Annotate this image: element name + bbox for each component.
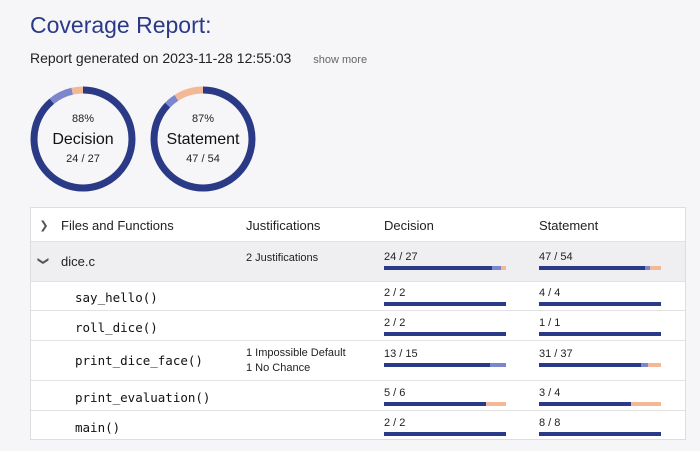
function-statement-value: 1 / 1 — [539, 317, 561, 329]
function-decision-bar — [384, 302, 506, 306]
chevron-right-icon[interactable]: ❯ — [39, 219, 49, 232]
bar-segment-covered — [539, 332, 661, 336]
bar-segment-covered — [384, 266, 493, 270]
bar-segment-covered — [539, 266, 646, 270]
function-row[interactable]: print_evaluation() 5 / 6 3 / 4 — [31, 381, 685, 411]
decision-gauge: 88% Decision 24 / 27 — [30, 86, 136, 192]
function-statement-bar — [539, 402, 661, 406]
function-statement: 31 / 37 — [539, 348, 661, 367]
function-name[interactable]: main() — [75, 420, 121, 435]
function-name[interactable]: roll_dice() — [75, 320, 158, 335]
function-decision-value: 2 / 2 — [384, 317, 406, 329]
function-statement-value: 8 / 8 — [539, 417, 561, 429]
file-decision-bar — [384, 266, 506, 270]
chevron-down-icon[interactable]: ❯ — [37, 256, 50, 266]
function-name[interactable]: say_hello() — [75, 290, 158, 305]
decision-gauge-ring — [30, 86, 136, 192]
function-row[interactable]: say_hello() 2 / 2 4 / 4 — [31, 282, 685, 311]
bar-segment-uncovered — [501, 266, 506, 270]
statement-gauge-percent: 87% — [191, 113, 215, 125]
function-decision-bar — [384, 363, 506, 367]
statement-gauge-label: Statement — [166, 131, 240, 148]
file-statement-value: 47 / 54 — [539, 251, 573, 263]
function-row[interactable]: main() 2 / 2 8 / 8 — [31, 411, 685, 440]
function-row[interactable]: print_dice_face() 1 Impossible Default 1… — [31, 341, 685, 381]
file-row-dice-c[interactable]: ❯ dice.c 2 Justifications 24 / 27 47 / 5… — [31, 242, 685, 282]
function-statement-bar — [539, 363, 661, 367]
bar-segment-justified — [645, 266, 650, 270]
function-decision: 5 / 6 — [384, 387, 506, 406]
function-decision-bar — [384, 432, 506, 436]
function-statement-value: 4 / 4 — [539, 287, 561, 299]
bar-segment-covered — [384, 432, 506, 436]
function-justifications: 1 Impossible Default 1 No Chance — [246, 346, 346, 376]
bar-segment-covered — [539, 402, 631, 406]
function-statement: 3 / 4 — [539, 387, 661, 406]
function-decision-value: 13 / 15 — [384, 348, 418, 360]
bar-segment-uncovered — [630, 402, 661, 406]
function-decision: 2 / 2 — [384, 287, 506, 306]
function-statement-value: 31 / 37 — [539, 348, 573, 360]
function-name[interactable]: print_dice_face() — [75, 353, 203, 368]
function-statement-bar — [539, 302, 661, 306]
show-more-link[interactable]: show more — [313, 54, 368, 66]
bar-segment-covered — [384, 332, 506, 336]
bar-segment-justified — [492, 266, 502, 270]
file-name[interactable]: dice.c — [61, 254, 95, 269]
decision-gauge-label: Decision — [52, 131, 114, 148]
bar-segment-uncovered — [649, 266, 661, 270]
function-statement: 1 / 1 — [539, 317, 661, 336]
decision-gauge-percent: 88% — [71, 113, 95, 125]
function-decision-bar — [384, 402, 506, 406]
function-decision-bar — [384, 332, 506, 336]
function-decision: 13 / 15 — [384, 348, 506, 367]
file-decision-value: 24 / 27 — [384, 251, 418, 263]
table-header: ❯ Files and Functions Justifications Dec… — [31, 208, 685, 242]
function-row[interactable]: roll_dice() 2 / 2 1 / 1 — [31, 311, 685, 341]
bar-segment-covered — [539, 432, 661, 436]
decision-gauge-fraction: 24 / 27 — [66, 153, 100, 165]
file-justifications: 2 Justifications — [246, 252, 319, 264]
bar-segment-covered — [384, 302, 506, 306]
coverage-table: ❯ Files and Functions Justifications Dec… — [30, 207, 686, 440]
col-decision[interactable]: Decision — [384, 218, 434, 233]
function-decision-value: 2 / 2 — [384, 287, 406, 299]
justification-impossible-default: 1 Impossible Default — [246, 347, 346, 359]
file-statement: 47 / 54 — [539, 251, 661, 270]
gauge-segment-uncovered — [150, 86, 256, 192]
bar-segment-covered — [539, 302, 661, 306]
function-statement: 8 / 8 — [539, 417, 661, 436]
bar-segment-covered — [384, 402, 486, 406]
bar-segment-uncovered — [485, 402, 506, 406]
file-statement-bar — [539, 266, 661, 270]
function-statement: 4 / 4 — [539, 287, 661, 306]
bar-segment-uncovered — [647, 363, 661, 367]
statement-gauge-fraction: 47 / 54 — [186, 153, 220, 165]
bar-segment-covered — [539, 363, 642, 367]
justification-no-chance: 1 No Chance — [246, 362, 311, 374]
col-justifications[interactable]: Justifications — [246, 218, 321, 233]
col-statement[interactable]: Statement — [539, 218, 599, 233]
function-statement-bar — [539, 332, 661, 336]
col-files-and-functions[interactable]: Files and Functions — [61, 218, 174, 233]
function-statement-bar — [539, 432, 661, 436]
generated-text: Report generated on 2023-11-28 12:55:03 — [30, 50, 292, 66]
bar-segment-justified — [641, 363, 648, 367]
statement-gauge: 87% Statement 47 / 54 — [150, 86, 256, 192]
gauge-segment-uncovered — [30, 86, 136, 192]
bar-segment-covered — [384, 363, 490, 367]
bar-segment-justified — [489, 363, 506, 367]
function-decision: 2 / 2 — [384, 417, 506, 436]
statement-gauge-ring — [150, 86, 256, 192]
function-decision: 2 / 2 — [384, 317, 506, 336]
function-decision-value: 5 / 6 — [384, 387, 406, 399]
function-name[interactable]: print_evaluation() — [75, 390, 211, 405]
function-decision-value: 2 / 2 — [384, 417, 406, 429]
function-statement-value: 3 / 4 — [539, 387, 561, 399]
report-generated: Report generated on 2023-11-28 12:55:03 … — [30, 50, 367, 66]
file-decision: 24 / 27 — [384, 251, 506, 270]
page-title: Coverage Report: — [30, 12, 212, 38]
